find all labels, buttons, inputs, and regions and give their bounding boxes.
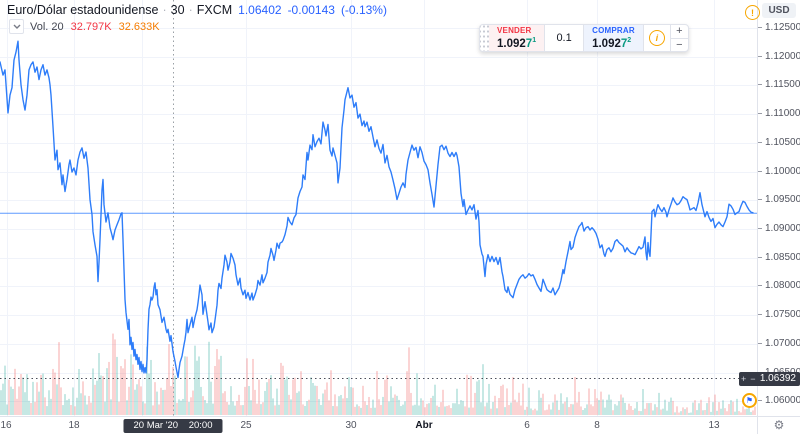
- increase-button[interactable]: +: [670, 25, 688, 39]
- gear-icon[interactable]: ⚙: [773, 418, 785, 432]
- price-tick-label: 1.09000: [758, 223, 800, 234]
- sell-price: 1.09271: [497, 37, 537, 50]
- symbol-title[interactable]: Euro/Dólar estadounidense: [7, 3, 159, 17]
- sell-button[interactable]: VENDER 1.09271: [489, 25, 545, 51]
- time-tick-label: Abr: [415, 420, 433, 431]
- exchange-name[interactable]: FXCM: [196, 3, 233, 17]
- time-tick-label: 25: [240, 420, 252, 431]
- axis-corner: ⚙: [757, 416, 800, 434]
- selected-date: 20 Mar '20: [133, 420, 179, 431]
- separator-dot: ·: [188, 3, 193, 17]
- time-tick-label: 30: [345, 420, 357, 431]
- price-tick-label: 1.12000: [758, 51, 800, 62]
- price-tick-label: 1.06000: [758, 395, 800, 406]
- time-tick-label: 13: [708, 420, 720, 431]
- info-button[interactable]: i: [642, 25, 670, 51]
- last-price: 1.06402: [238, 3, 282, 17]
- separator-dot: ·: [162, 3, 167, 17]
- price-axis[interactable]: 1.09271 22:37 1.125001.120001.115001.110…: [757, 0, 800, 416]
- price-tick-label: 1.07500: [758, 309, 800, 320]
- symbol-header: Euro/Dólar estadounidense · 30 · FXCM 1.06402…: [7, 3, 387, 17]
- close-price-value: 1.06392: [759, 372, 796, 384]
- price-tick-label: 1.10000: [758, 166, 800, 177]
- volume-indicator-label[interactable]: Vol. 20: [30, 20, 64, 33]
- selected-time: 20:00: [188, 420, 213, 431]
- volume-value: 32.797K: [70, 20, 112, 33]
- buy-price: 1.09272: [592, 37, 632, 50]
- volume-legend: Vol. 20 32.797K 32.633K: [9, 19, 160, 34]
- interval-value[interactable]: 30: [170, 3, 185, 17]
- economic-event-icon[interactable]: ⚑: [742, 393, 757, 408]
- plus-icon[interactable]: +: [741, 373, 747, 384]
- lot-size-field[interactable]: 0.1: [544, 25, 585, 51]
- time-tick-label: 18: [68, 420, 80, 431]
- quantity-stepper: + −: [669, 25, 688, 51]
- time-tick-label: 8: [594, 420, 600, 431]
- volume-ma-value: 32.633K: [118, 20, 160, 33]
- decrease-button[interactable]: −: [676, 38, 683, 51]
- alert-icon[interactable]: !: [745, 5, 760, 20]
- buy-label: COMPRAR: [592, 26, 635, 36]
- chevron-down-icon[interactable]: [9, 19, 24, 34]
- price-tick-label: 1.09500: [758, 194, 800, 205]
- price-tick-label: 1.08500: [758, 252, 800, 263]
- drag-handle-icon[interactable]: [480, 25, 489, 51]
- price-tick-label: 1.08000: [758, 280, 800, 291]
- price-chart-canvas[interactable]: [0, 0, 757, 416]
- info-icon: i: [648, 30, 665, 46]
- price-tick-label: 1.10500: [758, 137, 800, 148]
- time-axis[interactable]: 20 Mar '20 20:00 16 18 25 30 Abr 6 8 13: [0, 416, 757, 434]
- price-change: -0.00143: [287, 3, 335, 17]
- trade-panel: VENDER 1.09271 0.1 COMPRAR 1.09272 i + −: [479, 24, 689, 52]
- price-tick-label: 1.11000: [758, 108, 800, 119]
- price-change-percent: (-0.13%): [340, 3, 387, 17]
- time-tick-label: 16: [0, 420, 12, 431]
- minus-icon[interactable]: −: [750, 373, 756, 384]
- time-tick-label: 6: [524, 420, 530, 431]
- price-tick-label: 1.12500: [758, 22, 800, 33]
- sell-label: VENDER: [497, 26, 532, 36]
- price-tick-label: 1.07000: [758, 338, 800, 349]
- price-tick-label: 1.11500: [758, 79, 800, 90]
- currency-chip[interactable]: USD: [762, 3, 796, 18]
- selected-bar-date-badge: 20 Mar '20 20:00: [123, 419, 223, 433]
- close-price-badge: + − 1.06392: [739, 371, 800, 386]
- buy-button[interactable]: COMPRAR 1.09272: [584, 25, 643, 51]
- flag-icon: ⚑: [745, 395, 754, 405]
